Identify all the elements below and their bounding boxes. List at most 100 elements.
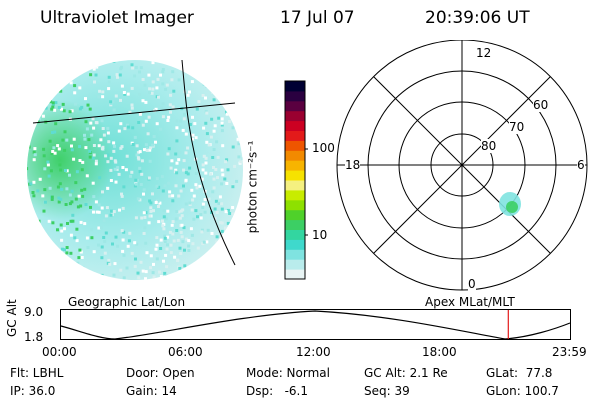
image-speckle: [124, 168, 128, 172]
image-speckle: [78, 145, 82, 148]
image-speckle: [50, 197, 54, 201]
image-speckle: [211, 156, 215, 159]
image-speckle: [164, 217, 168, 221]
colorbar-cell: [285, 130, 305, 141]
image-speckle: [156, 199, 160, 203]
image-speckle: [226, 77, 230, 81]
image-speckle: [58, 182, 62, 186]
image-speckle: [70, 109, 74, 113]
image-speckle: [217, 116, 221, 120]
image-speckle: [130, 63, 134, 67]
image-speckle: [53, 130, 57, 134]
colorbar-cell: [285, 189, 305, 201]
apex-mlat-mlt-title: Apex MLat/MLT: [425, 295, 515, 309]
image-speckle: [142, 188, 146, 192]
image-speckle: [161, 68, 165, 71]
image-speckle: [211, 63, 215, 67]
image-speckle: [171, 194, 175, 198]
image-speckle: [48, 74, 52, 78]
image-speckle: [38, 236, 42, 240]
image-speckle: [123, 92, 127, 96]
image-speckle: [207, 76, 211, 80]
image-speckle: [28, 64, 32, 68]
image-speckle: [34, 76, 38, 80]
image-speckle: [78, 248, 82, 252]
image-speckle: [43, 77, 47, 80]
image-speckle: [114, 180, 118, 184]
image-speckle: [174, 217, 178, 221]
image-speckle: [34, 242, 38, 245]
image-speckle: [50, 152, 54, 156]
longitude-line: [181, 59, 236, 266]
image-speckle: [29, 266, 33, 270]
image-speckle: [203, 280, 206, 283]
image-speckle: [221, 144, 225, 148]
image-speckle: [175, 229, 179, 232]
image-speckle: [68, 60, 71, 64]
image-speckle: [227, 236, 231, 240]
image-speckle: [71, 213, 75, 217]
image-speckle: [231, 206, 235, 209]
colorbar-cell: [285, 140, 305, 151]
image-speckle: [29, 263, 33, 267]
image-speckle: [185, 279, 189, 280]
image-speckle: [180, 223, 184, 227]
image-speckle: [99, 138, 103, 142]
image-speckle: [238, 212, 242, 216]
image-speckle: [163, 240, 167, 244]
image-speckle: [93, 80, 96, 84]
image-speckle: [202, 260, 206, 264]
image-speckle: [146, 132, 150, 136]
image-speckle: [60, 187, 64, 191]
image-speckle: [164, 87, 168, 91]
image-speckle: [71, 219, 75, 223]
image-speckle: [118, 208, 121, 212]
image-speckle: [61, 102, 65, 106]
image-speckle: [27, 118, 29, 122]
image-speckle: [160, 175, 164, 179]
image-speckle: [235, 179, 239, 183]
image-speckle: [41, 231, 45, 235]
image-speckle: [118, 73, 122, 77]
mlt-label-0: 0: [468, 277, 476, 291]
image-speckle: [143, 148, 146, 152]
image-speckle: [168, 194, 172, 198]
image-speckle: [230, 240, 234, 243]
image-speckle: [27, 245, 29, 249]
image-speckle: [56, 254, 60, 258]
image-speckle: [120, 84, 124, 88]
image-speckle: [133, 135, 137, 139]
geographic-image-panel: [27, 59, 243, 285]
image-speckle: [154, 247, 158, 251]
image-speckle: [80, 256, 84, 259]
image-speckle: [61, 71, 65, 75]
image-speckle: [27, 105, 30, 109]
image-speckle: [200, 228, 204, 232]
image-speckle: [240, 247, 243, 251]
mlt-label-18: 18: [345, 158, 361, 172]
image-speckle: [220, 221, 224, 225]
image-speckle: [104, 214, 108, 218]
image-speckle: [137, 157, 141, 161]
image-speckle: [234, 63, 238, 67]
image-speckle: [201, 202, 205, 206]
image-speckle: [194, 172, 198, 175]
colorbar-tick-100: 100: [312, 141, 335, 155]
image-speckle: [49, 169, 53, 173]
image-speckle: [225, 110, 228, 114]
image-speckle: [212, 148, 216, 151]
image-speckle: [63, 248, 66, 252]
image-speckle: [149, 254, 153, 258]
image-speckle: [173, 255, 177, 259]
image-speckle: [59, 168, 63, 172]
image-speckle: [148, 87, 152, 91]
image-speckle: [155, 122, 159, 126]
image-speckle: [191, 242, 195, 246]
image-speckle: [109, 168, 113, 172]
image-speckle: [27, 111, 31, 115]
image-speckle: [116, 75, 119, 79]
image-speckle: [218, 195, 222, 199]
image-speckle: [42, 282, 45, 285]
image-speckle: [113, 262, 117, 266]
image-speckle: [136, 151, 140, 155]
